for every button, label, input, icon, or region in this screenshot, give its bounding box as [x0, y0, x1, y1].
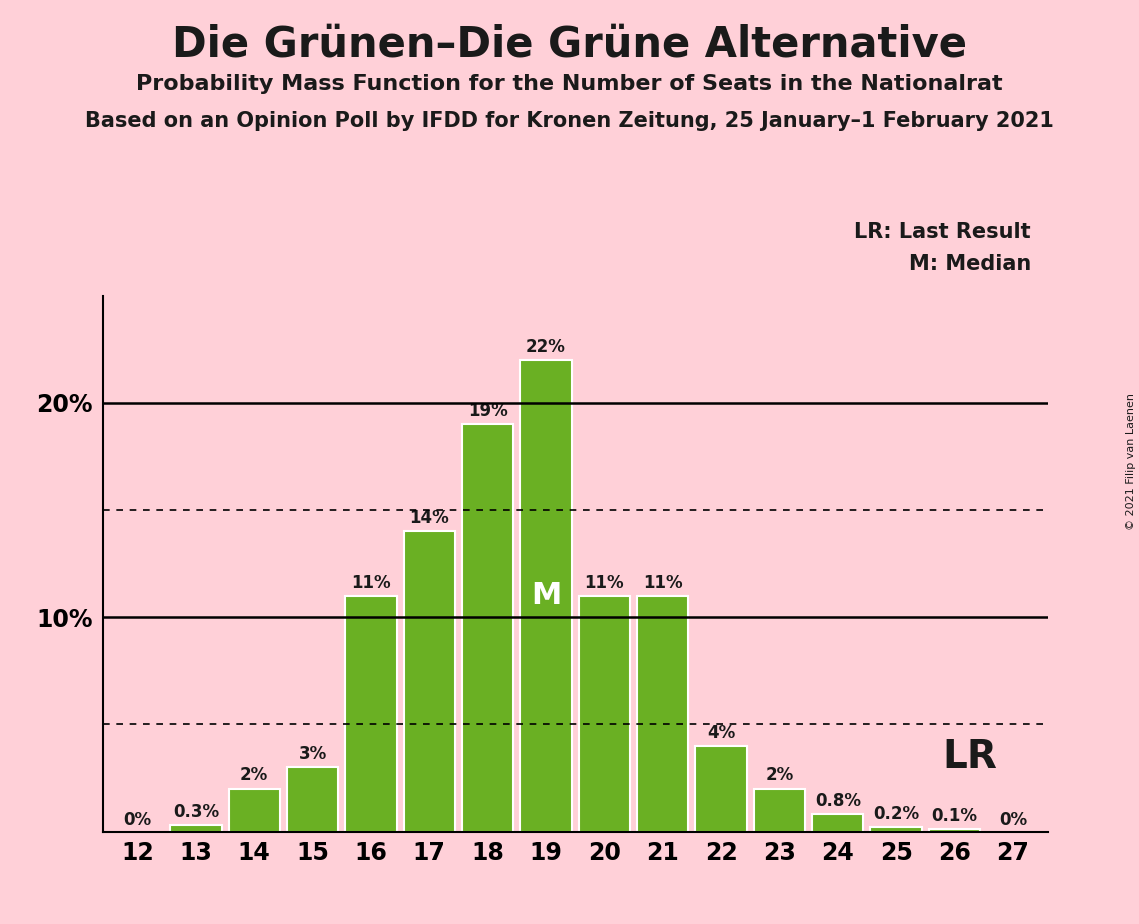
Bar [345, 596, 396, 832]
Bar [812, 814, 863, 832]
Text: Probability Mass Function for the Number of Seats in the Nationalrat: Probability Mass Function for the Number… [137, 74, 1002, 94]
Text: 0.8%: 0.8% [814, 792, 861, 810]
Text: 0.3%: 0.3% [173, 803, 219, 821]
Bar [170, 825, 222, 832]
Bar [229, 789, 280, 832]
Text: LR: Last Result: LR: Last Result [854, 222, 1031, 242]
Text: 0.2%: 0.2% [874, 805, 919, 823]
Text: M: Median: M: Median [909, 254, 1031, 274]
Bar [754, 789, 805, 832]
Text: LR: LR [943, 737, 998, 775]
Text: 0.1%: 0.1% [932, 808, 977, 825]
Bar [462, 424, 514, 832]
Text: 22%: 22% [526, 337, 566, 356]
Text: 0%: 0% [123, 811, 151, 829]
Text: 11%: 11% [351, 574, 391, 591]
Text: © 2021 Filip van Laenen: © 2021 Filip van Laenen [1126, 394, 1136, 530]
Text: 4%: 4% [707, 723, 735, 742]
Bar [870, 827, 921, 832]
Text: 14%: 14% [409, 509, 449, 528]
Text: 11%: 11% [642, 574, 682, 591]
Text: Based on an Opinion Poll by IFDD for Kronen Zeitung, 25 January–1 February 2021: Based on an Opinion Poll by IFDD for Kro… [85, 111, 1054, 131]
Text: M: M [531, 581, 562, 610]
Bar [287, 767, 338, 832]
Bar [403, 531, 454, 832]
Bar [696, 746, 747, 832]
Text: 11%: 11% [584, 574, 624, 591]
Text: 2%: 2% [240, 766, 269, 784]
Text: 0%: 0% [999, 811, 1027, 829]
Text: 3%: 3% [298, 745, 327, 763]
Bar [928, 830, 981, 832]
Text: Die Grünen–Die Grüne Alternative: Die Grünen–Die Grüne Alternative [172, 23, 967, 65]
Text: 2%: 2% [765, 766, 794, 784]
Bar [579, 596, 630, 832]
Bar [637, 596, 688, 832]
Text: 19%: 19% [468, 402, 508, 420]
Bar [521, 360, 572, 832]
